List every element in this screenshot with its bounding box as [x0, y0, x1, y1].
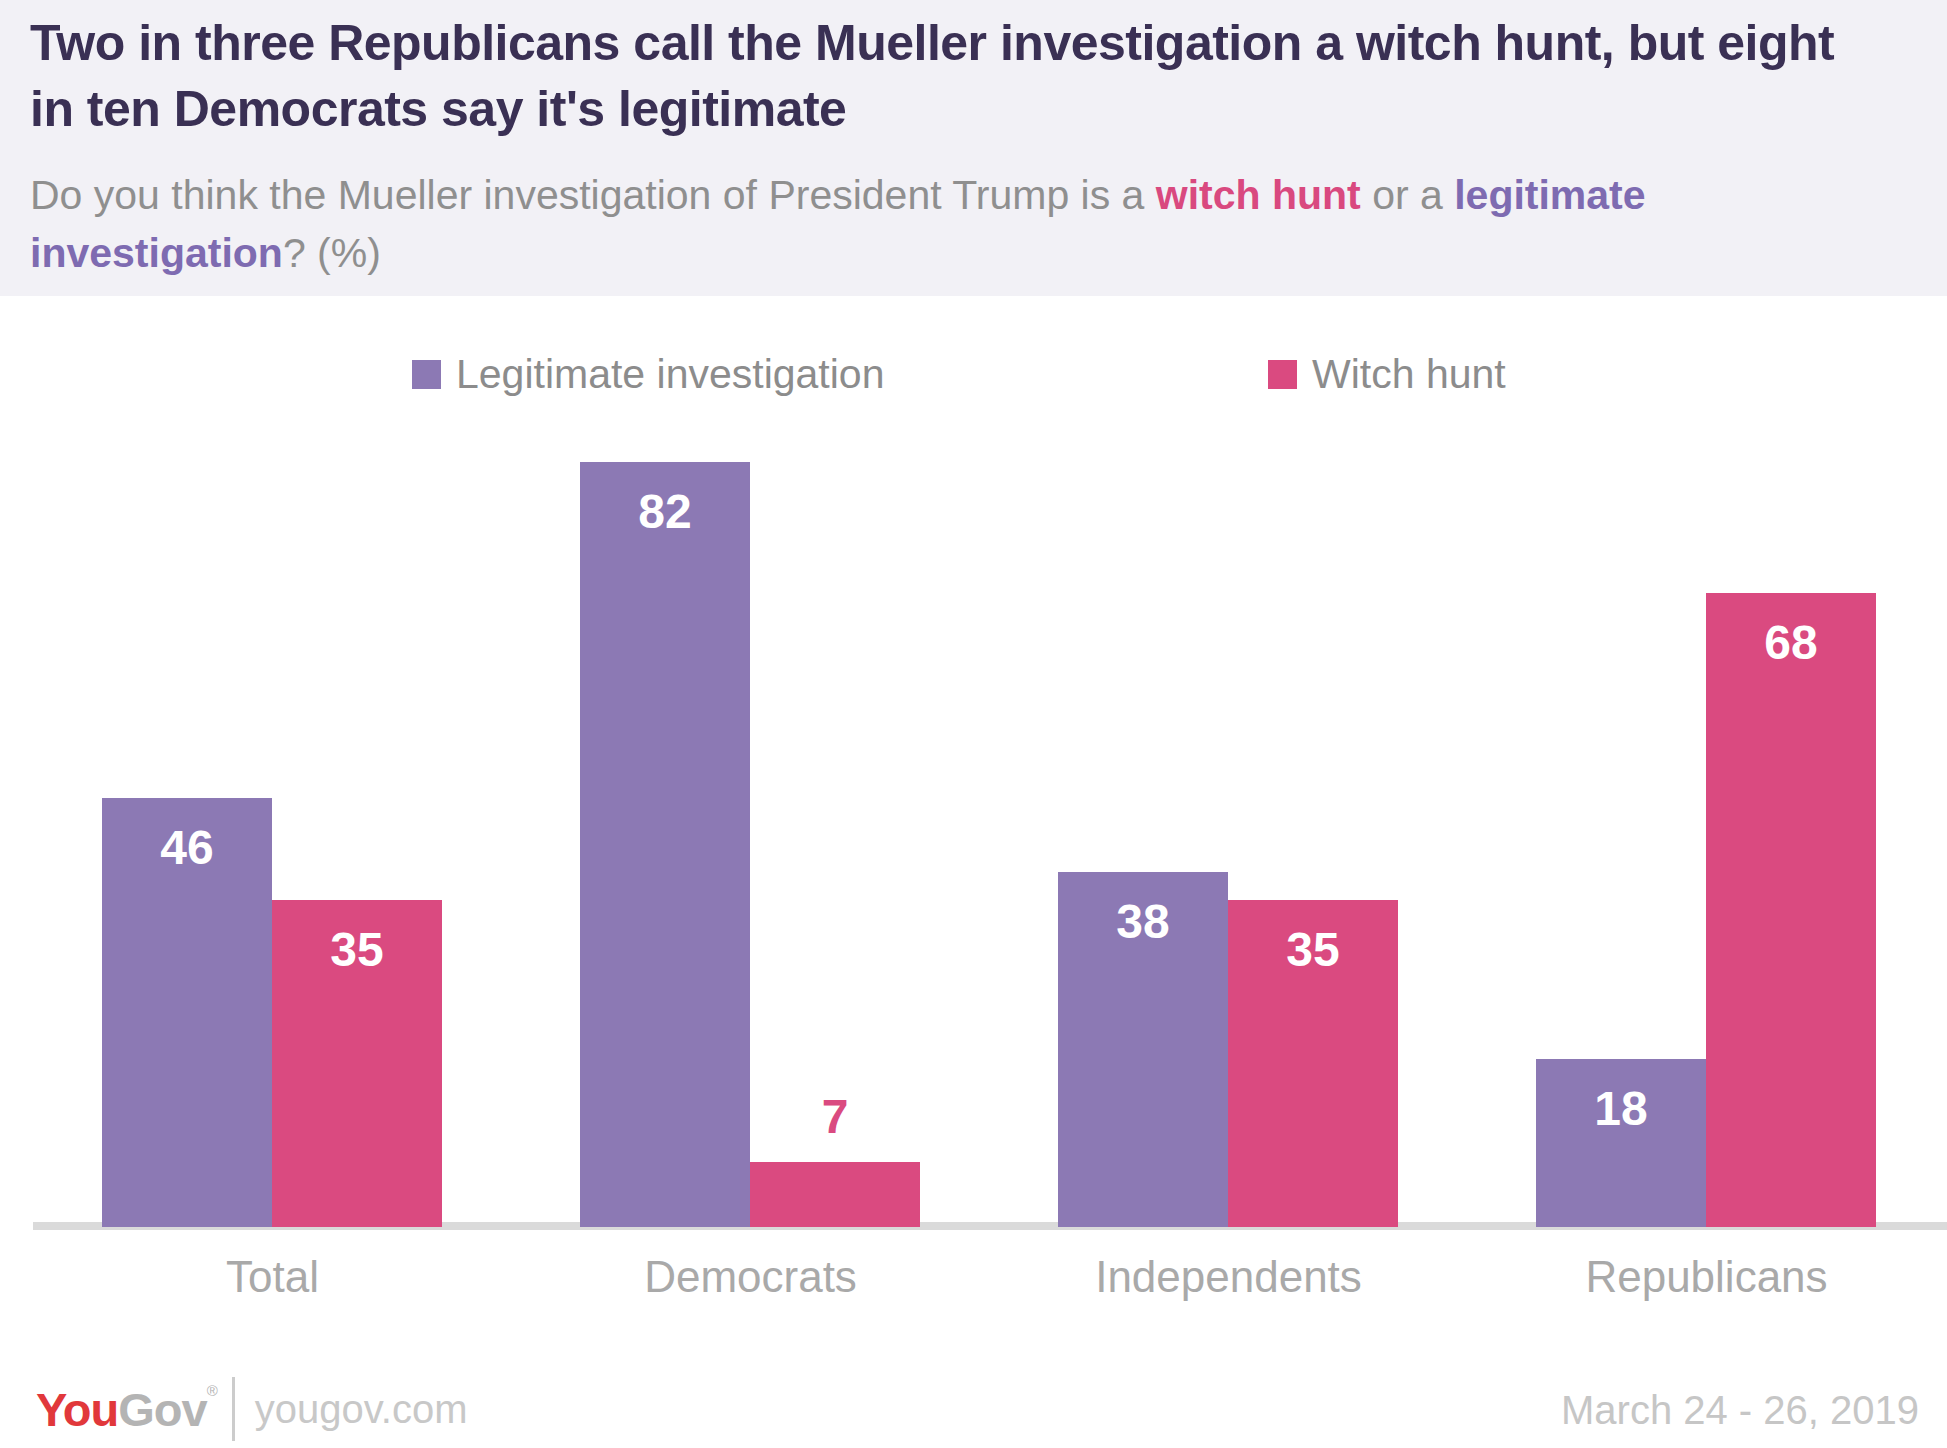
logo-you-text: You [36, 1382, 118, 1437]
bar-value-label: 35 [272, 922, 442, 977]
bar-value-label: 46 [102, 820, 272, 875]
poll-date-range: March 24 - 26, 2019 [1561, 1388, 1919, 1433]
bar-value-label: 82 [580, 484, 750, 539]
category-label-democrats: Democrats [580, 1252, 921, 1302]
logo-site-url: yougov.com [255, 1387, 468, 1432]
bar-value-label: 18 [1536, 1081, 1706, 1136]
category-label-total: Total [102, 1252, 443, 1302]
bar-independents-legitimate-investigation: 38 [1058, 872, 1228, 1227]
bar-republicans-legitimate-investigation: 18 [1536, 1059, 1706, 1227]
bar-total-witch-hunt: 35 [272, 900, 442, 1227]
bar-value-label: 38 [1058, 894, 1228, 949]
yougov-logo: YouGov® yougov.com [36, 1376, 467, 1442]
logo-gov-text: Gov [118, 1382, 206, 1437]
bar-democrats-witch-hunt [750, 1162, 920, 1227]
bar-independents-witch-hunt: 35 [1228, 900, 1398, 1227]
plot-area: 4635Total827Democrats3835Independents186… [0, 0, 1947, 1448]
bar-value-label: 68 [1706, 615, 1876, 670]
bar-republicans-witch-hunt: 68 [1706, 593, 1876, 1227]
bar-value-label-outside: 7 [750, 1089, 920, 1144]
yougov-poll-chart: Two in three Republicans call the Muelle… [0, 0, 1947, 1448]
logo-separator [232, 1377, 235, 1441]
category-label-independents: Independents [1058, 1252, 1399, 1302]
bar-democrats-legitimate-investigation: 82 [580, 462, 750, 1227]
registered-mark-icon: ® [207, 1382, 218, 1399]
bar-total-legitimate-investigation: 46 [102, 798, 272, 1227]
category-label-republicans: Republicans [1536, 1252, 1877, 1302]
bar-value-label: 35 [1228, 922, 1398, 977]
